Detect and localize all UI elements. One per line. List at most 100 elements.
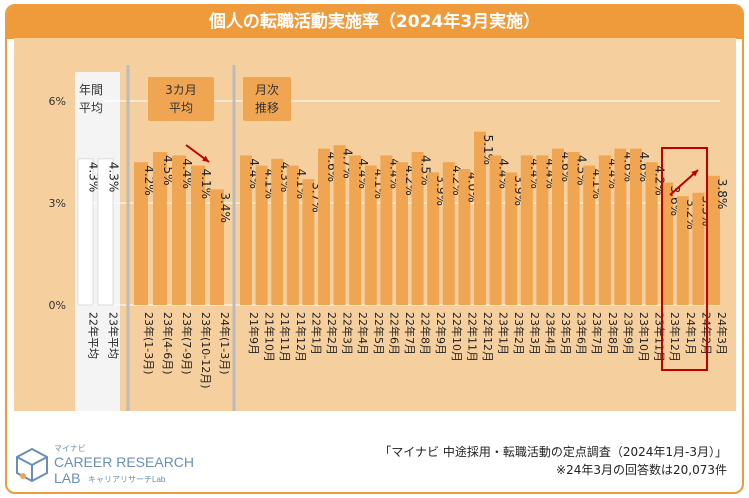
bar [505,172,518,305]
x-tick-label: 22年2月 [325,312,339,355]
bar [520,155,533,305]
bar [676,196,689,305]
y-tick-label: 3% [49,197,66,210]
bar [458,169,471,305]
bar [240,155,252,305]
x-tick-label: 22年9月 [434,312,448,355]
x-tick-label: 23年2月 [512,312,526,355]
logo-mynavi: マイナビ [54,444,86,453]
group-label-annual: 平均 [79,101,103,115]
x-tick-label: 22年12月 [481,312,495,362]
data-label: 4.1% [199,169,213,200]
x-tick-label: 23年1月 [497,312,511,355]
bar [630,148,642,305]
bar [172,155,186,305]
bar [396,162,408,305]
source-text: 「マイナビ 中途採用・転職活動の定点調査（2024年1月-3月）」 [379,445,727,459]
group-label-quarter: 3カ月 [165,83,197,97]
y-tick-label: 0% [49,299,66,312]
x-tick-label: 23年7月 [590,312,604,355]
bar [271,158,284,305]
bar [411,152,424,305]
data-label: 3.8% [715,179,729,210]
group-label-monthly: 月次 [255,83,279,97]
bar [692,192,705,305]
bar [333,145,346,305]
bar [598,155,611,305]
x-tick-label: 22年7月 [403,312,417,355]
x-tick-label: 23年11月 [653,312,667,362]
x-tick-label: 21年12月 [294,312,308,362]
x-tick-label: 23年3月 [528,312,542,355]
bar [708,175,720,305]
bar [614,148,627,305]
bar [153,152,167,305]
bar [489,155,502,305]
bar [318,148,330,305]
x-tick-label: 22年平均 [87,312,101,359]
bar [210,189,224,305]
group-label-annual: 年間 [79,83,103,97]
bar [442,162,455,305]
bar [661,182,674,305]
data-label: 4.3% [87,162,101,193]
bar [134,162,148,305]
bar [427,172,440,305]
bar [583,165,596,305]
data-label: 4.2% [142,165,156,196]
chart-frame: 個人の転職活動実施率（2024年3月実施） [5,4,744,494]
x-tick-label: 22年5月 [372,312,386,355]
down-arrow-head [202,155,209,162]
bar [349,155,362,305]
data-label: 4.3% [107,162,121,193]
x-tick-label: 23年(4-6月) [161,312,175,375]
x-tick-label: 21年10月 [263,312,277,362]
data-label: 4.5% [161,155,175,186]
note-text: ※24年3月の回答数は20,073件 [556,463,727,477]
x-tick-label: 23年(1-3月) [142,312,156,375]
x-tick-label: 23年12月 [668,312,682,362]
x-tick-label: 22年8月 [419,312,433,355]
group-label-monthly-box [243,77,291,121]
bar [474,131,486,305]
bar [567,152,580,305]
bar [302,179,315,305]
x-tick-label: 23年(7-9月) [180,312,194,375]
chart-title: 個人の転職活動実施率（2024年3月実施） [7,6,742,39]
x-tick-label: 23年8月 [606,312,620,355]
bar [380,155,393,305]
x-tick-label: 23年5月 [559,312,573,355]
x-tick-label: 22年6月 [387,312,401,355]
x-tick-label: 22年3月 [341,312,355,355]
data-label: 4.4% [180,158,194,189]
x-tick-label: 22年4月 [356,312,370,355]
x-tick-label: 22年1月 [309,312,323,355]
x-tick-label: 24年1月 [684,312,698,355]
bar [286,165,299,305]
x-tick-label: 23年6月 [575,312,589,355]
logo-main: CAREER RESEARCH [54,454,195,470]
group-label-quarter: 平均 [169,101,193,115]
bar [97,158,114,306]
bar [364,165,377,305]
x-tick-label: 21年11月 [278,312,292,362]
y-tick-label: 6% [49,95,66,108]
data-label: 3.4% [218,192,232,223]
bar [255,165,268,305]
bar [552,148,564,305]
logo-lab: LAB [54,470,81,486]
x-tick-label: 24年3月 [715,312,729,355]
logo-cube-icon [16,447,48,483]
group-label-monthly: 推移 [255,101,279,115]
x-tick-label: 23年平均 [107,312,121,359]
bar [77,158,94,306]
x-tick-label: 23年9月 [621,312,635,355]
bar [191,165,205,305]
group-label-annual-box [78,77,104,121]
x-tick-label: 23年(10-12月) [199,312,213,389]
highlight-box [661,147,708,371]
group-label-quarter-box [148,77,214,121]
x-tick-label: 23年10月 [637,312,651,362]
x-tick-label: 23年4月 [543,312,557,355]
